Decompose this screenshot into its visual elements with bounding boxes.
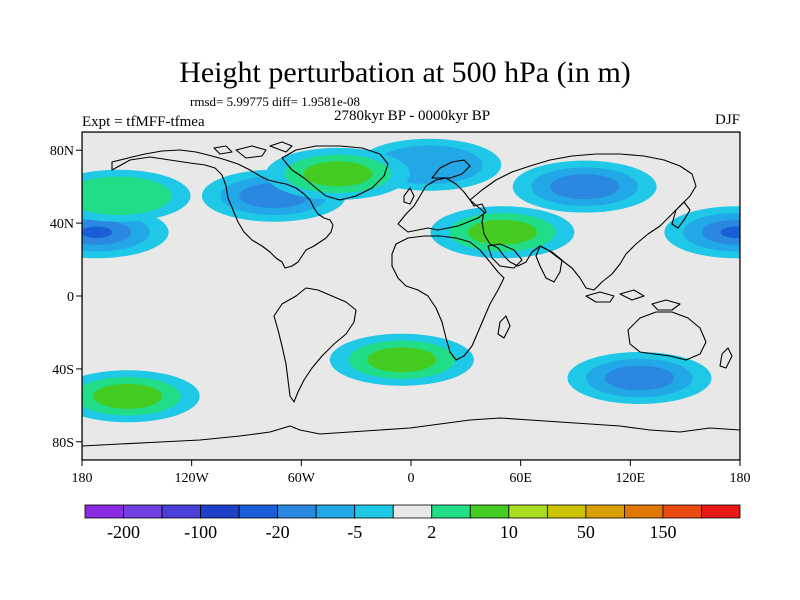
colorbar-label-0: -200 — [107, 522, 140, 542]
colorbar-swatch-15 — [662, 504, 702, 519]
colorbar: -200 -100 -20 -5 2 10 50 150 — [84, 504, 741, 542]
coastline-south-america — [273, 287, 357, 403]
x-tick-label-0: 180 — [72, 471, 93, 486]
colorbar-swatch-9 — [431, 504, 471, 519]
colorbar-swatch-11 — [508, 504, 548, 519]
period-label: 2780kyr BP - 0000kyr BP — [334, 108, 490, 124]
y-tick-label-4: 80S — [52, 436, 74, 451]
coastline-uk — [403, 187, 415, 205]
coastline-asia — [469, 153, 697, 291]
coastlines — [82, 141, 740, 447]
stats-line: rmsd= 5.99775 diff= 1.9581e-08 — [190, 94, 360, 109]
coastline-greenland — [281, 145, 389, 201]
x-tick-label-4: 60E — [509, 471, 532, 486]
coastline-japan — [671, 201, 691, 229]
colorbar-label-3: -5 — [347, 522, 362, 542]
x-tick-label-5: 120E — [616, 471, 646, 486]
colorbar-swatch-14 — [624, 504, 664, 519]
anomaly-contour-0-3 — [82, 226, 113, 238]
anomaly-contour-7-2 — [467, 219, 537, 245]
y-tick-label-1: 40N — [50, 217, 74, 232]
anomaly-contour-6-2 — [303, 161, 373, 187]
coastline-australia — [627, 311, 707, 361]
anomaly-contour-10-1 — [82, 176, 172, 216]
coastline-india — [535, 245, 563, 283]
anomaly-contour-8-2 — [93, 383, 163, 409]
colorbar-swatch-13 — [585, 504, 625, 519]
colorbar-swatch-5 — [277, 504, 317, 519]
coastline-scandinavia — [431, 159, 471, 179]
map-panel — [82, 132, 740, 460]
coastline-north-america — [111, 149, 334, 269]
colorbar-swatch-1 — [123, 504, 163, 519]
colorbar-label-5: 10 — [500, 522, 518, 542]
colorbar-label-4: 2 — [427, 522, 436, 542]
colorbar-swatch-10 — [469, 504, 510, 519]
coastline-madagascar — [497, 315, 511, 339]
anomaly-contour-1-3 — [720, 226, 740, 238]
season-label: DJF — [715, 112, 740, 128]
colorbar-label-1: -100 — [184, 522, 217, 542]
coastline-europe — [397, 177, 487, 233]
y-tick-label-2: 0 — [67, 290, 74, 305]
coastline-indonesia — [585, 289, 681, 311]
y-tick-label-3: 40S — [52, 363, 74, 378]
colorbar-swatch-7 — [354, 504, 394, 519]
x-tick-label-3: 0 — [408, 471, 415, 486]
colorbar-swatch-0 — [84, 504, 124, 519]
colorbar-label-2: -20 — [266, 522, 290, 542]
anomaly-field — [82, 138, 740, 423]
x-tick-label-1: 120W — [175, 471, 210, 486]
chart-title: Height perturbation at 500 hPa (in m) — [179, 56, 631, 89]
experiment-label: Expt = tfMFF-tfmea — [82, 114, 205, 130]
coastline-new-zealand — [719, 347, 733, 369]
coastline-antarctica — [82, 417, 740, 447]
y-tick-label-0: 80N — [50, 144, 74, 159]
colorbar-swatch-3 — [200, 504, 240, 519]
coastline-arabia — [487, 243, 523, 269]
colorbar-label-6: 50 — [577, 522, 595, 542]
x-tick-label-6: 180 — [730, 471, 751, 486]
anomaly-contour-4-2 — [550, 174, 620, 200]
axes: 180 120W 60W 0 60E 120E 180 80N 40N 0 40S 80S — [50, 144, 751, 486]
x-tick-label-2: 60W — [288, 471, 316, 486]
colorbar-swatch-16 — [701, 504, 741, 519]
anomaly-contour-9-2 — [367, 347, 437, 373]
colorbar-swatch-8 — [392, 504, 433, 519]
colorbar-label-7: 150 — [649, 522, 676, 542]
colorbar-swatch-6 — [315, 504, 356, 519]
colorbar-swatch-4 — [238, 504, 279, 519]
colorbar-swatch-2 — [161, 504, 201, 519]
colorbar-swatch-12 — [546, 504, 587, 519]
coastline-arctic-islands — [213, 141, 293, 159]
anomaly-contour-5-2 — [604, 365, 675, 391]
coastline-africa — [391, 235, 505, 361]
